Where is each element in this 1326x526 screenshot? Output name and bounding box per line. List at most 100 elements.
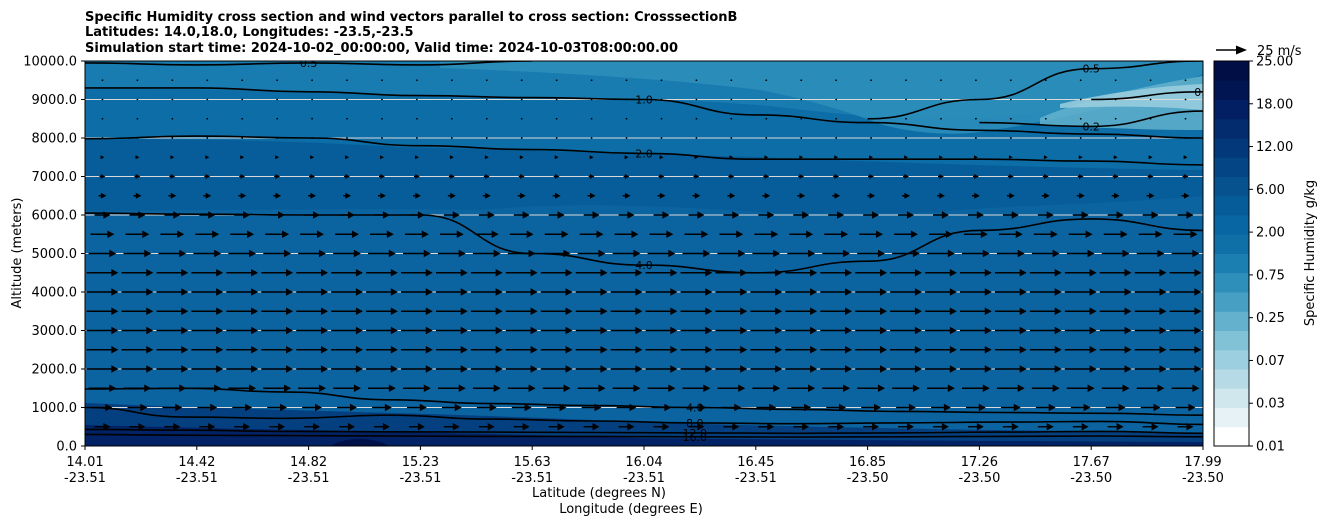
wind-vector-head bbox=[1019, 365, 1027, 373]
wind-vector-head bbox=[659, 192, 666, 199]
contour-line-0.1-9 bbox=[1091, 91, 1203, 101]
wind-vector bbox=[903, 174, 910, 179]
wind-vector bbox=[408, 422, 425, 431]
wind-vector-head bbox=[1043, 155, 1048, 160]
wind-vector-dot bbox=[1114, 117, 1117, 120]
wind-vector bbox=[437, 384, 466, 393]
wind-vector bbox=[238, 192, 247, 199]
wind-vector-head bbox=[949, 365, 957, 373]
wind-vector-head bbox=[804, 403, 812, 412]
colorbar-label: Specific Humidity g/kg bbox=[1303, 180, 1318, 326]
wind-vector bbox=[614, 230, 639, 239]
wind-vector-head bbox=[146, 268, 154, 277]
wind-vector bbox=[1099, 345, 1132, 354]
wind-vector-head bbox=[1048, 403, 1056, 412]
wind-vector-head bbox=[837, 422, 845, 431]
wind-vector-head bbox=[146, 307, 154, 316]
wind-vector-head bbox=[530, 268, 538, 277]
wind-vector-head bbox=[974, 192, 980, 199]
wind-vector bbox=[575, 365, 608, 373]
wind-vector bbox=[898, 422, 914, 431]
wind-vector-dot bbox=[905, 137, 907, 139]
wind-vector-head bbox=[345, 174, 351, 179]
wind-vector-dot bbox=[520, 98, 523, 101]
wind-vector-head bbox=[699, 403, 707, 412]
wind-vector bbox=[833, 174, 840, 179]
wind-vector bbox=[310, 155, 315, 160]
wind-vector bbox=[1078, 155, 1083, 160]
wind-vector-dot bbox=[276, 79, 279, 82]
wind-vector-head bbox=[495, 307, 503, 316]
wind-vector bbox=[129, 211, 146, 219]
wind-vector bbox=[505, 268, 538, 277]
wind-vector-dot bbox=[136, 117, 139, 120]
wind-vector-head bbox=[659, 155, 664, 160]
wind-vector-dot bbox=[520, 79, 523, 82]
wind-vector-head bbox=[1183, 174, 1189, 179]
wind-vector bbox=[170, 155, 175, 160]
wind-vector-head bbox=[670, 326, 678, 335]
wind-vector-head bbox=[949, 345, 957, 354]
wind-vector-head bbox=[1054, 326, 1062, 335]
wind-vector-dot bbox=[730, 117, 733, 120]
colorbar-segment-16 bbox=[1214, 118, 1249, 139]
wind-vector-head bbox=[600, 345, 608, 354]
wind-vector bbox=[1111, 192, 1120, 199]
wind-vector-head bbox=[740, 365, 748, 373]
wind-vector-head bbox=[103, 422, 111, 431]
x-tick-label-lat-3: 15.23 bbox=[402, 455, 439, 470]
wind-vector bbox=[1138, 230, 1163, 239]
wind-vector-dot bbox=[800, 79, 803, 82]
wind-vector-head bbox=[808, 384, 816, 393]
wind-vector-head bbox=[810, 307, 818, 316]
wind-vector-head bbox=[598, 384, 606, 393]
wind-vector bbox=[693, 174, 700, 179]
wind-vector-head bbox=[879, 326, 887, 335]
wind-vector bbox=[684, 230, 709, 239]
wind-vector bbox=[1134, 345, 1167, 354]
wind-vector bbox=[729, 155, 734, 160]
wind-vector bbox=[505, 288, 538, 296]
wind-vector-head bbox=[1194, 345, 1202, 354]
wind-vector bbox=[197, 403, 218, 412]
wind-vector-dot bbox=[695, 98, 698, 101]
wind-vector-head bbox=[771, 230, 779, 239]
wind-vector bbox=[1175, 403, 1196, 412]
wind-vector-dot bbox=[1044, 79, 1047, 82]
wind-vector bbox=[927, 384, 955, 393]
wind-vector bbox=[121, 288, 154, 296]
wind-vector bbox=[544, 230, 569, 239]
wind-vector-head bbox=[485, 192, 491, 199]
wind-vector-head bbox=[974, 174, 979, 179]
wind-vector bbox=[1183, 155, 1188, 160]
wind-vector bbox=[160, 230, 185, 239]
wind-vector-dot bbox=[1009, 79, 1012, 82]
wind-vector bbox=[470, 307, 503, 316]
wind-vector-head bbox=[1046, 211, 1054, 219]
wind-vector bbox=[996, 249, 1025, 258]
wind-vector bbox=[156, 307, 189, 316]
wind-vector-head bbox=[705, 307, 713, 316]
wind-vector-head bbox=[425, 268, 433, 277]
wind-vector bbox=[86, 326, 119, 335]
wind-vector-head bbox=[945, 230, 953, 239]
wind-vector-head bbox=[1019, 268, 1027, 277]
wind-vector-head bbox=[520, 192, 526, 199]
wind-vector bbox=[645, 326, 678, 335]
wind-vector bbox=[868, 174, 875, 179]
wind-vector bbox=[230, 230, 255, 239]
wind-vector-head bbox=[879, 307, 887, 316]
wind-vector-head bbox=[668, 384, 676, 393]
wind-vector-head bbox=[212, 230, 220, 239]
wind-vector-head bbox=[906, 422, 914, 431]
wind-vector-head bbox=[111, 288, 119, 296]
wind-vector-dot bbox=[555, 117, 558, 120]
wind-vector-dot bbox=[625, 79, 628, 82]
wind-vector bbox=[1169, 365, 1202, 373]
y-tick-label-4: 4000.0 bbox=[32, 286, 78, 301]
wind-vector bbox=[752, 384, 781, 393]
wind-vector bbox=[1077, 174, 1084, 179]
wind-vector-head bbox=[670, 268, 678, 277]
wind-vector-dot bbox=[660, 137, 663, 139]
